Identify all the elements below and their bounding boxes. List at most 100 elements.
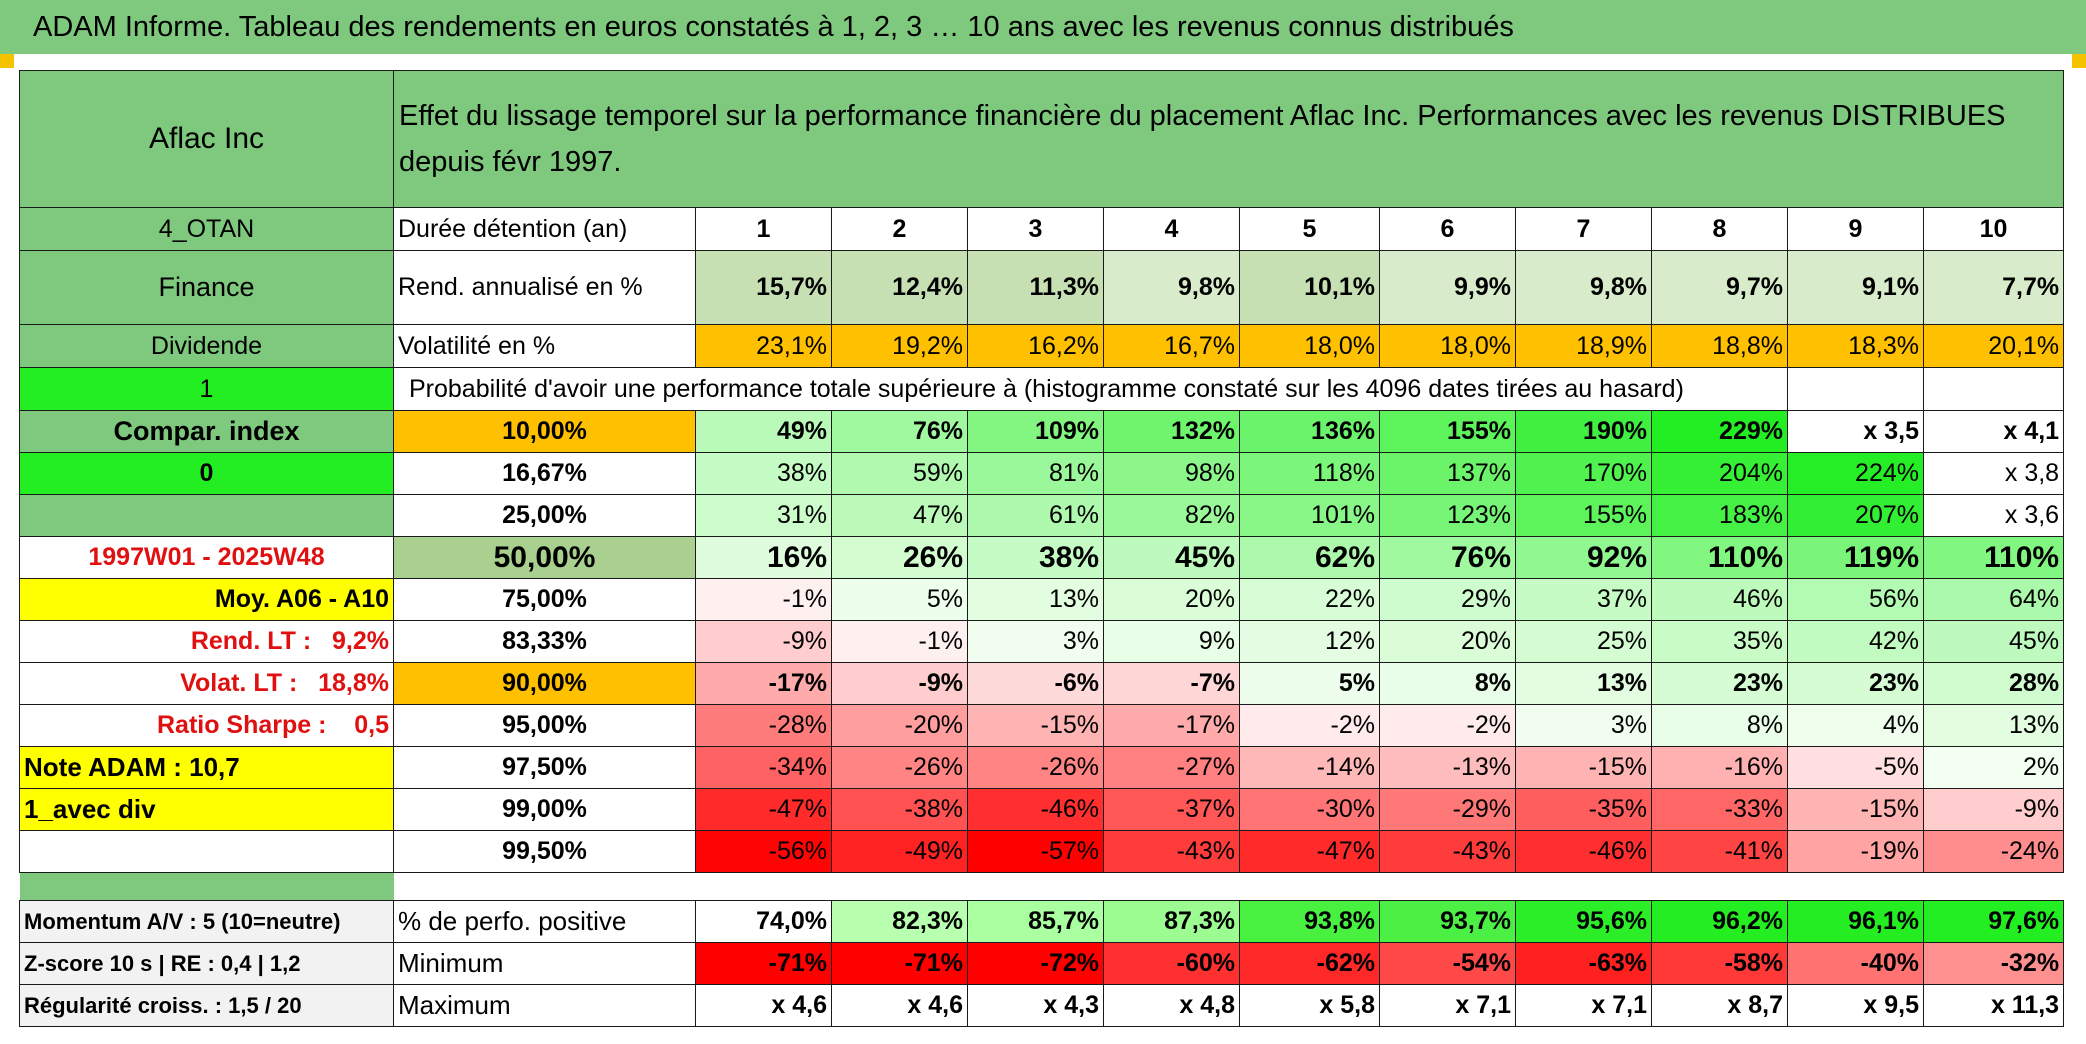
quantile-value: -57%: [967, 830, 1104, 873]
quantile-value: 31%: [695, 494, 832, 537]
quantile-value: 38%: [967, 536, 1104, 579]
quantile-value: 28%: [1922, 662, 2065, 705]
year-header: 4: [1103, 207, 1240, 251]
empty-cell: [1922, 367, 2065, 411]
positive-value: 87,3%: [1103, 900, 1240, 943]
quantile-value: 155%: [1379, 410, 1516, 453]
quantile-value: 9%: [1103, 620, 1240, 663]
report-frame: Aflac Inc Effet du lissage temporel sur …: [19, 70, 2065, 1028]
quantile-value: 118%: [1239, 452, 1380, 495]
quantile-value: 13%: [967, 578, 1104, 621]
vol-value: 18,9%: [1515, 324, 1652, 368]
left-empty: [19, 494, 394, 537]
quantile-value: -34%: [695, 746, 832, 789]
quantile-value: 3%: [1515, 704, 1652, 747]
vol-value: 18,3%: [1787, 324, 1924, 368]
year-header: 8: [1651, 207, 1788, 251]
gap-green: [19, 872, 394, 901]
quantile-value: 76%: [831, 410, 968, 453]
quantile-value: 204%: [1651, 452, 1788, 495]
sector: Finance: [19, 250, 394, 325]
quantile-value: -46%: [1515, 830, 1652, 873]
quantile-threshold: 99,00%: [393, 788, 696, 831]
vol-value: 18,0%: [1379, 324, 1516, 368]
min-value: -62%: [1239, 942, 1380, 985]
quantile-value: -15%: [1787, 788, 1924, 831]
quantile-value: 5%: [831, 578, 968, 621]
vol-value: 18,0%: [1239, 324, 1380, 368]
positive-value: 93,8%: [1239, 900, 1380, 943]
positive-value: 74,0%: [695, 900, 832, 943]
quantile-value: 119%: [1787, 536, 1924, 579]
rend-lt: Rend. LT : 9,2%: [19, 620, 394, 663]
quantile-value: x 3,5: [1787, 410, 1924, 453]
quantile-value: -17%: [695, 662, 832, 705]
quantile-value: 49%: [695, 410, 832, 453]
corner-marker-right: [2072, 54, 2086, 68]
year-header: 2: [831, 207, 968, 251]
vol-label: Volatilité en %: [393, 324, 696, 368]
quantile-value: -2%: [1239, 704, 1380, 747]
momentum: Momentum A/V : 5 (10=neutre): [19, 900, 394, 943]
quantile-value: -47%: [1239, 830, 1380, 873]
year-header: 5: [1239, 207, 1380, 251]
quantile-value: 23%: [1787, 662, 1924, 705]
rend-value: 9,8%: [1103, 250, 1240, 325]
positive-value: 85,7%: [967, 900, 1104, 943]
quantile-value: 110%: [1651, 536, 1788, 579]
quantile-value: 42%: [1787, 620, 1924, 663]
quantile-threshold: 97,50%: [393, 746, 696, 789]
positive-value: 93,7%: [1379, 900, 1516, 943]
max-value: x 4,8: [1103, 984, 1240, 1027]
positive-label: % de perfo. positive: [393, 900, 696, 943]
stock-code: 4_OTAN: [19, 207, 394, 251]
quantile-value: -2%: [1379, 704, 1516, 747]
regularite: Régularité croiss. : 1,5 / 20: [19, 984, 394, 1027]
rend-value: 9,1%: [1787, 250, 1924, 325]
vol-value: 23,1%: [695, 324, 832, 368]
proba-label: Probabilité d'avoir une performance tota…: [393, 367, 1788, 411]
quantile-value: 37%: [1515, 578, 1652, 621]
quantile-value: -1%: [695, 578, 832, 621]
vol-value: 18,8%: [1651, 324, 1788, 368]
quantile-value: 46%: [1651, 578, 1788, 621]
quantile-value: -49%: [831, 830, 968, 873]
quantile-threshold: 50,00%: [393, 536, 696, 579]
quantile-value: 132%: [1103, 410, 1240, 453]
quantile-threshold: 99,50%: [393, 830, 696, 873]
corner-marker-left: [0, 54, 14, 68]
quantile-value: 8%: [1379, 662, 1516, 705]
quantile-value: -24%: [1922, 830, 2065, 873]
quantile-threshold: 90,00%: [393, 662, 696, 705]
quantile-value: 190%: [1515, 410, 1652, 453]
max-value: x 8,7: [1651, 984, 1788, 1027]
rend-value: 9,7%: [1651, 250, 1788, 325]
quantile-value: 61%: [967, 494, 1104, 537]
quantile-value: 35%: [1651, 620, 1788, 663]
max-value: x 7,1: [1515, 984, 1652, 1027]
vol-value: 16,2%: [967, 324, 1104, 368]
rend-value: 9,9%: [1379, 250, 1516, 325]
year-header: 10: [1922, 207, 2065, 251]
quantile-threshold: 16,67%: [393, 452, 696, 495]
min-value: -32%: [1922, 942, 2065, 985]
quantile-value: -14%: [1239, 746, 1380, 789]
quantile-value: 170%: [1515, 452, 1652, 495]
quantile-value: 64%: [1922, 578, 2065, 621]
quantile-value: -9%: [695, 620, 832, 663]
quantile-threshold: 95,00%: [393, 704, 696, 747]
quantile-value: -33%: [1651, 788, 1788, 831]
quantile-value: 16%: [695, 536, 832, 579]
compar-index: Compar. index: [19, 410, 394, 453]
rend-value: 11,3%: [967, 250, 1104, 325]
quantile-value: 123%: [1379, 494, 1516, 537]
quantile-value: -41%: [1651, 830, 1788, 873]
quantile-value: 45%: [1922, 620, 2065, 663]
quantile-value: -7%: [1103, 662, 1240, 705]
quantile-value: 38%: [695, 452, 832, 495]
positive-value: 95,6%: [1515, 900, 1652, 943]
quantile-value: -46%: [967, 788, 1104, 831]
flag-zero: 0: [19, 452, 394, 495]
max-value: x 5,8: [1239, 984, 1380, 1027]
max-label: Maximum: [393, 984, 696, 1027]
